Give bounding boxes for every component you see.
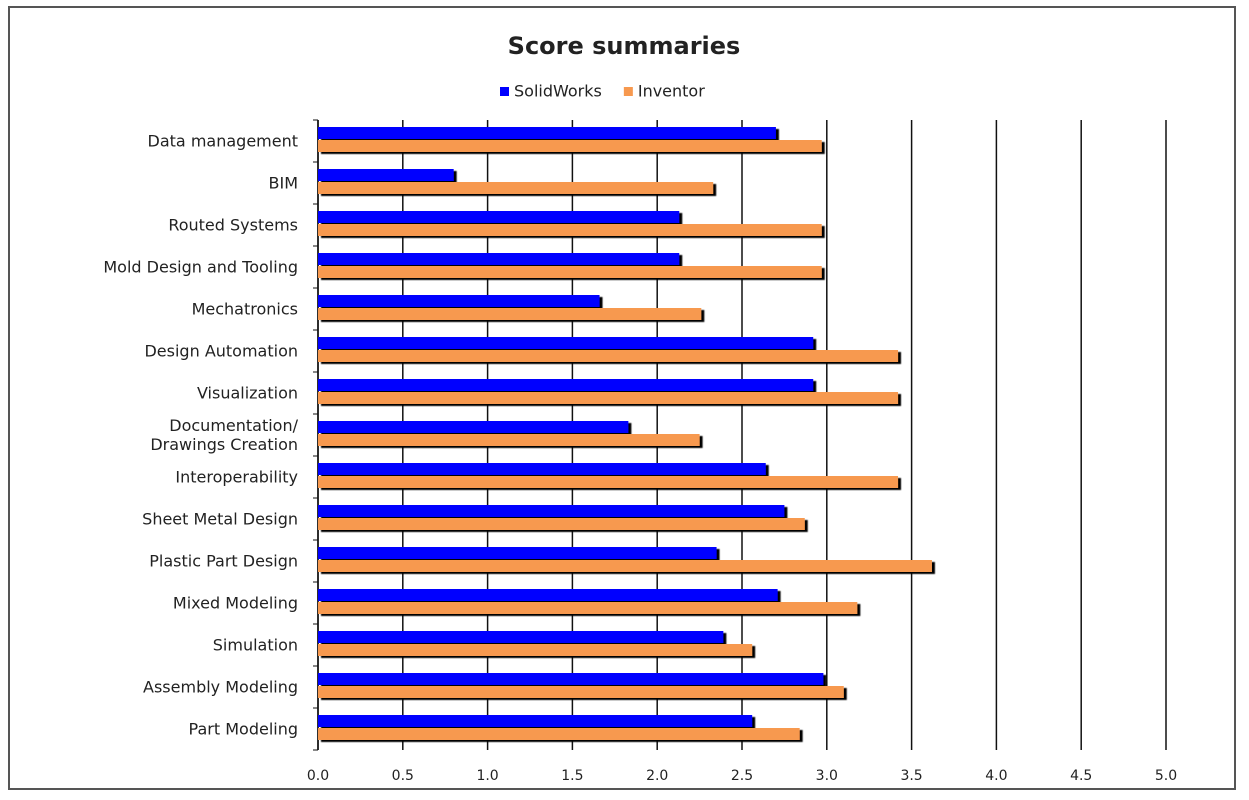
- bar: [318, 686, 844, 698]
- bar: [318, 673, 824, 685]
- y-tick-label: Data management: [147, 131, 298, 151]
- bar: [318, 224, 822, 236]
- bar: [318, 253, 680, 265]
- y-tick-label: Simulation: [212, 635, 298, 655]
- y-tick-label: Design Automation: [144, 341, 298, 361]
- y-tick-label: Mixed Modeling: [172, 593, 298, 613]
- x-tick-label: 2.0: [646, 768, 668, 784]
- y-tick-label: Routed Systems: [168, 215, 298, 235]
- bar: [318, 715, 753, 727]
- bar: [318, 434, 700, 446]
- bar: [318, 182, 714, 194]
- bar: [318, 518, 805, 530]
- x-tick-label: 1.0: [476, 768, 498, 784]
- bar: [318, 350, 899, 362]
- legend-label: Inventor: [638, 82, 705, 101]
- y-tick-label: Part Modeling: [188, 719, 298, 739]
- x-tick-label: 2.5: [731, 768, 753, 784]
- bar: [318, 631, 724, 643]
- x-tick-label: 0.5: [392, 768, 414, 784]
- x-tick-label: 3.5: [900, 768, 922, 784]
- y-tick-label: Plastic Part Design: [149, 551, 298, 571]
- bar: [318, 560, 932, 572]
- x-tick-label: 5.0: [1155, 768, 1177, 784]
- x-tick-label: 1.5: [561, 768, 583, 784]
- bar: [318, 505, 785, 517]
- x-tick-label: 4.5: [1070, 768, 1092, 784]
- bar: [318, 463, 766, 475]
- legend-label: SolidWorks: [514, 82, 602, 101]
- x-tick-label: 0.0: [307, 768, 329, 784]
- bar: [318, 266, 822, 278]
- bar: [318, 295, 600, 307]
- bar: [318, 476, 899, 488]
- y-tick-label: Visualization: [196, 383, 298, 403]
- bar: [318, 211, 680, 223]
- bar: [318, 337, 814, 349]
- y-tick-label: Mold Design and Tooling: [103, 257, 298, 277]
- bar: [318, 127, 776, 139]
- y-tick-label: Mechatronics: [191, 299, 298, 319]
- bar: [318, 547, 717, 559]
- chart-frame: [8, 6, 1236, 790]
- y-tick-label: Documentation/ Drawings Creation: [150, 416, 298, 454]
- y-tick-label: Assembly Modeling: [143, 677, 298, 697]
- chart-title: Score summaries: [508, 32, 741, 60]
- y-tick-label: Interoperability: [175, 467, 298, 487]
- bar: [318, 589, 778, 601]
- bar: [318, 602, 858, 614]
- y-tick-label: BIM: [268, 173, 299, 193]
- y-tick-label: Sheet Metal Design: [142, 509, 298, 529]
- bar: [318, 728, 800, 740]
- x-tick-label: 3.0: [816, 768, 838, 784]
- bar: [318, 644, 753, 656]
- bar: [318, 392, 899, 404]
- legend-swatch: [623, 87, 633, 96]
- bar: [318, 421, 629, 433]
- bar: [318, 140, 822, 152]
- bar: [318, 379, 814, 391]
- bar: [318, 169, 454, 181]
- legend-swatch: [500, 87, 509, 96]
- bar: [318, 308, 702, 320]
- x-tick-label: 4.0: [985, 768, 1007, 784]
